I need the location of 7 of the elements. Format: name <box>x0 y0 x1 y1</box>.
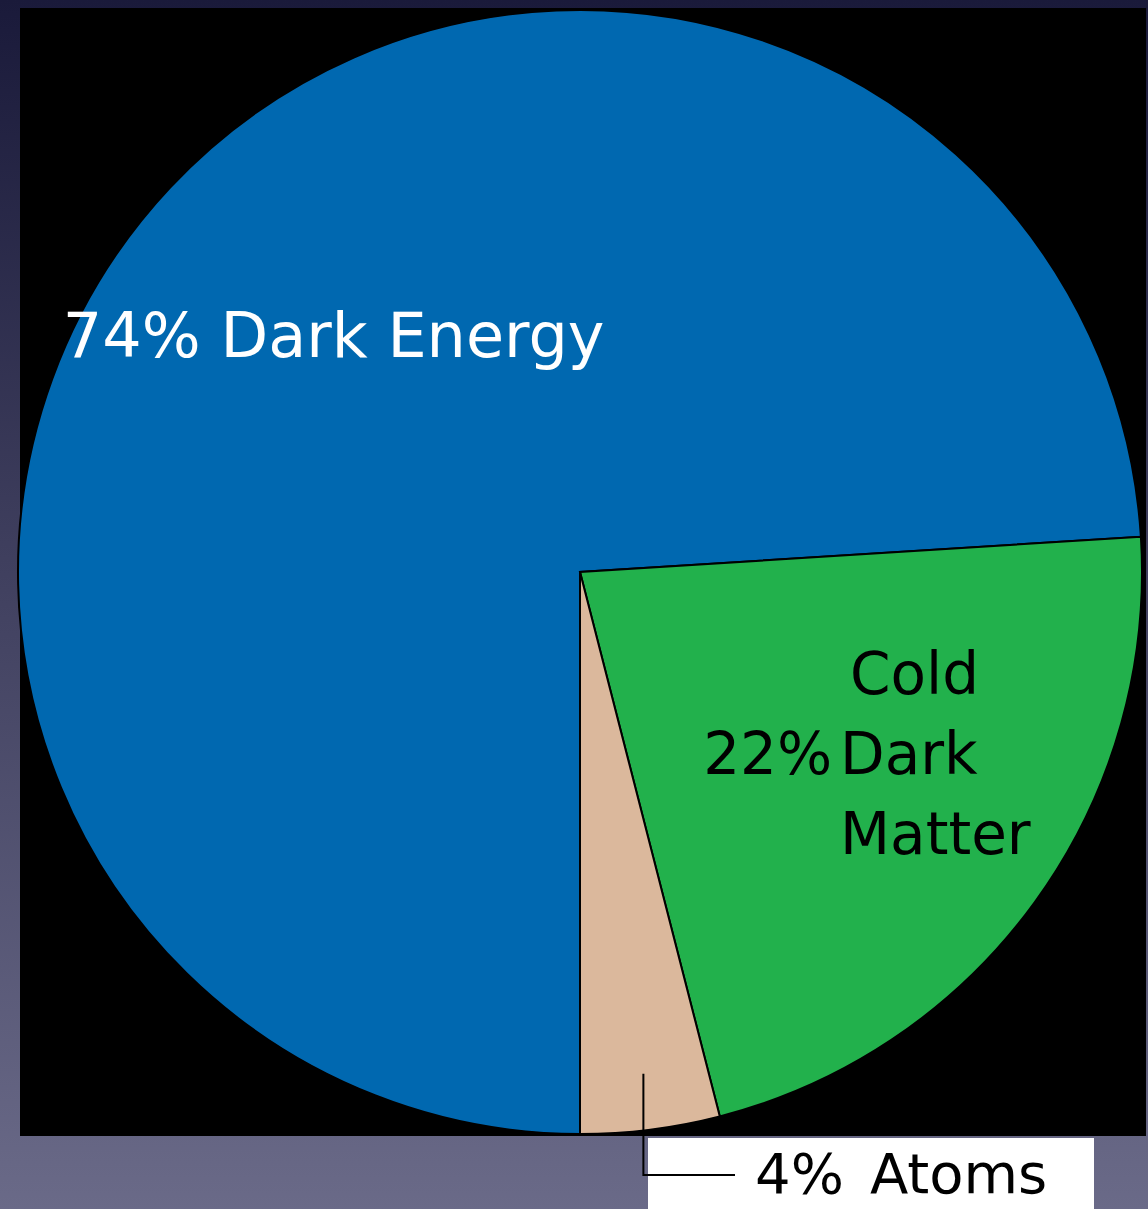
pie-slice <box>17 9 1142 1135</box>
slice-label: Cold Dark Matter <box>840 639 1031 868</box>
data-label: 74% <box>62 298 201 372</box>
slice-label: Atoms <box>870 1141 1048 1206</box>
data-label: 22% <box>703 719 833 788</box>
slice-label: Dark Energy <box>220 298 605 372</box>
data-label: 4% <box>755 1141 844 1206</box>
